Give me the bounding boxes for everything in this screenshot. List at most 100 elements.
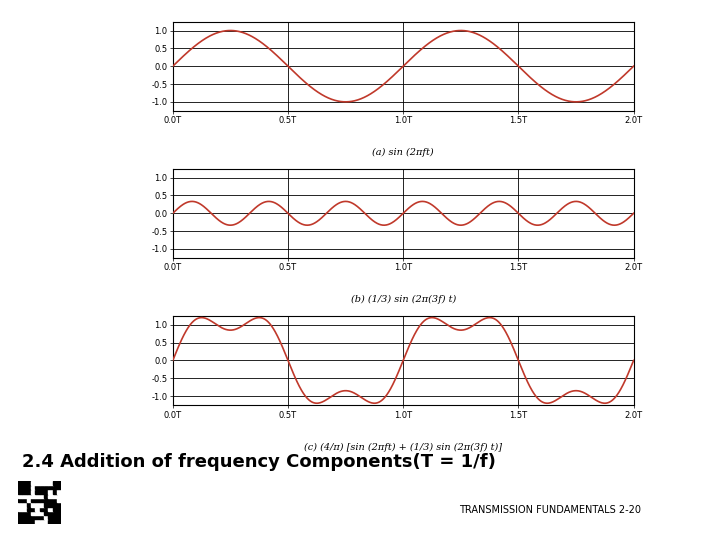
Bar: [31, 485, 35, 489]
Bar: [18, 494, 22, 498]
Bar: [44, 502, 48, 507]
Bar: [48, 511, 53, 515]
Bar: [40, 507, 44, 511]
Bar: [57, 498, 61, 502]
Bar: [48, 515, 53, 519]
Bar: [57, 519, 61, 524]
Bar: [40, 498, 44, 502]
Bar: [57, 485, 61, 489]
Bar: [31, 494, 35, 498]
Bar: [27, 494, 31, 498]
Bar: [22, 502, 27, 507]
Bar: [18, 489, 22, 494]
Bar: [22, 519, 27, 524]
Bar: [22, 498, 27, 502]
Bar: [53, 498, 57, 502]
Bar: [44, 519, 48, 524]
Bar: [48, 519, 53, 524]
Bar: [27, 502, 31, 507]
Bar: [40, 502, 44, 507]
Bar: [44, 511, 48, 515]
Bar: [22, 511, 27, 515]
Bar: [48, 494, 53, 498]
Bar: [53, 481, 57, 485]
Bar: [53, 502, 57, 507]
Text: (b) (1/3) sin (2π(3f) t): (b) (1/3) sin (2π(3f) t): [351, 295, 456, 305]
Bar: [22, 515, 27, 519]
Bar: [44, 494, 48, 498]
Bar: [44, 485, 48, 489]
Bar: [40, 481, 44, 485]
Bar: [31, 519, 35, 524]
Bar: [18, 481, 22, 485]
Bar: [35, 485, 40, 489]
Bar: [35, 515, 40, 519]
Bar: [53, 507, 57, 511]
Bar: [53, 494, 57, 498]
Bar: [35, 519, 40, 524]
Bar: [27, 511, 31, 515]
Bar: [27, 485, 31, 489]
Bar: [44, 507, 48, 511]
Bar: [57, 511, 61, 515]
Bar: [18, 502, 22, 507]
Bar: [31, 511, 35, 515]
Bar: [31, 515, 35, 519]
Bar: [35, 511, 40, 515]
Text: (c) (4/π) [sin (2πft) + (1/3) sin (2π(3f) t)]: (c) (4/π) [sin (2πft) + (1/3) sin (2π(3f…: [305, 442, 503, 451]
Bar: [40, 519, 44, 524]
Bar: [40, 515, 44, 519]
Bar: [18, 519, 22, 524]
Bar: [22, 507, 27, 511]
Bar: [40, 494, 44, 498]
Bar: [57, 481, 61, 485]
Bar: [27, 498, 31, 502]
Bar: [27, 515, 31, 519]
Bar: [18, 507, 22, 511]
Bar: [53, 489, 57, 494]
Bar: [22, 481, 27, 485]
Bar: [31, 481, 35, 485]
Bar: [57, 489, 61, 494]
Bar: [27, 519, 31, 524]
Bar: [31, 507, 35, 511]
Bar: [35, 498, 40, 502]
Bar: [27, 507, 31, 511]
Text: TRANSMISSION FUNDAMENTALS 2-20: TRANSMISSION FUNDAMENTALS 2-20: [459, 505, 641, 515]
Bar: [48, 498, 53, 502]
Bar: [44, 515, 48, 519]
Bar: [40, 511, 44, 515]
Bar: [53, 519, 57, 524]
Bar: [18, 515, 22, 519]
Bar: [57, 494, 61, 498]
Bar: [53, 485, 57, 489]
Bar: [48, 489, 53, 494]
Bar: [22, 494, 27, 498]
Bar: [48, 481, 53, 485]
Bar: [35, 481, 40, 485]
Bar: [44, 489, 48, 494]
Bar: [48, 485, 53, 489]
Bar: [31, 502, 35, 507]
Bar: [53, 511, 57, 515]
Bar: [35, 502, 40, 507]
Bar: [44, 481, 48, 485]
Bar: [35, 489, 40, 494]
Bar: [18, 485, 22, 489]
Text: 2.4 Addition of frequency Components(T = 1/f): 2.4 Addition of frequency Components(T =…: [22, 453, 496, 471]
Bar: [40, 485, 44, 489]
Bar: [22, 489, 27, 494]
Bar: [18, 511, 22, 515]
Bar: [35, 507, 40, 511]
Bar: [27, 481, 31, 485]
Bar: [48, 507, 53, 511]
Bar: [53, 515, 57, 519]
Bar: [27, 489, 31, 494]
Bar: [35, 494, 40, 498]
Text: (a) sin (2πft): (a) sin (2πft): [372, 148, 434, 157]
Bar: [18, 498, 22, 502]
Bar: [57, 502, 61, 507]
Bar: [57, 515, 61, 519]
Bar: [40, 489, 44, 494]
Bar: [31, 498, 35, 502]
